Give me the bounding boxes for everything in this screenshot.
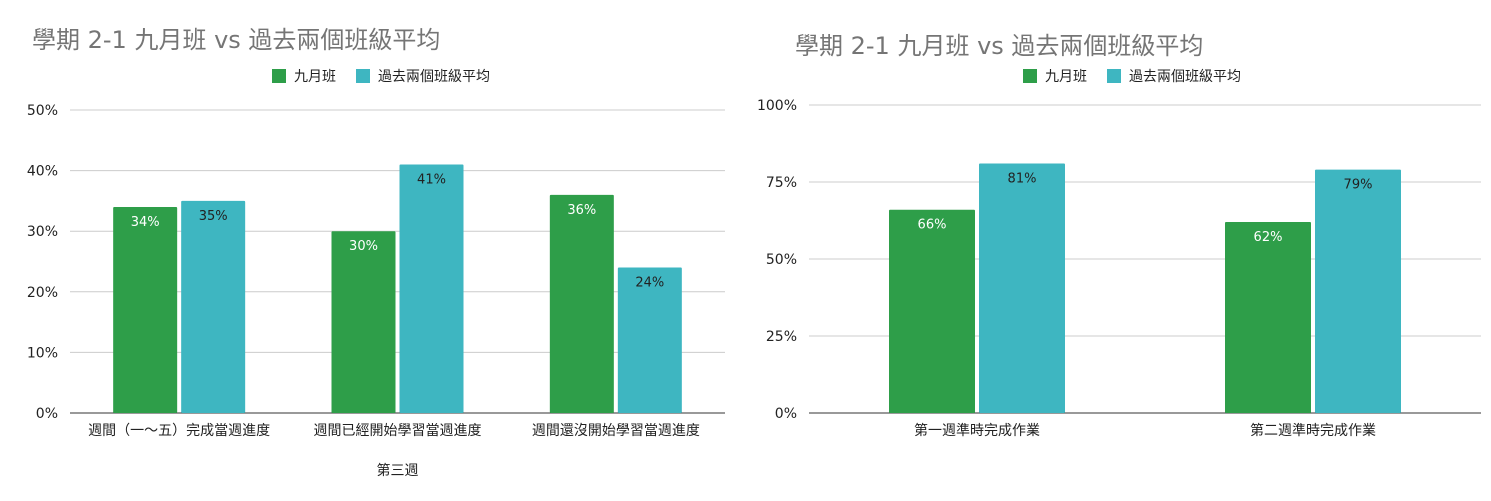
data-label: 34% xyxy=(131,215,160,230)
y-tick-label: 40% xyxy=(27,164,58,180)
y-tick-label: 50% xyxy=(766,252,797,268)
data-label: 30% xyxy=(349,239,378,254)
legend-item-series2: 過去兩個班級平均 xyxy=(356,66,490,86)
data-label: 79% xyxy=(1344,178,1373,193)
chart-legend: 九月班 過去兩個班級平均 xyxy=(272,66,510,86)
chart-legend: 九月班 過去兩個班級平均 xyxy=(1023,66,1261,86)
bar xyxy=(1315,169,1401,413)
bar xyxy=(331,231,396,413)
bar xyxy=(113,206,178,413)
data-label: 41% xyxy=(417,173,446,188)
x-tick-label: 第二週準時完成作業 xyxy=(1250,422,1376,439)
y-tick-label: 0% xyxy=(775,406,797,422)
legend-item-series1: 九月班 xyxy=(272,66,336,86)
bar xyxy=(889,209,975,413)
x-tick-label: 週間還沒開始學習當週進度 xyxy=(532,422,700,439)
legend-item-series2: 過去兩個班級平均 xyxy=(1107,66,1241,86)
legend-label: 過去兩個班級平均 xyxy=(1129,69,1241,85)
bar xyxy=(617,267,682,413)
x-tick-label: 週間已經開始學習當週進度 xyxy=(314,423,482,439)
legend-swatch xyxy=(272,69,286,83)
legend-label: 九月班 xyxy=(294,69,336,85)
bar-chart-right: 0% 25% 50% 75% 100% 66% 81% 第一週準時完成作業 62% 79% 第二週準… xyxy=(757,98,1481,439)
data-label: 62% xyxy=(1254,230,1283,245)
x-tick-label: 週間（一～五）完成當週進度 xyxy=(88,423,270,439)
legend-item-series1: 九月班 xyxy=(1023,66,1087,86)
legend-swatch xyxy=(1023,69,1037,83)
chart-panel-right: 學期 2-1 九月班 vs 過去兩個班級平均 九月班 過去兩個班級平均 0% 25… xyxy=(745,0,1491,501)
bar xyxy=(181,200,246,413)
y-tick-label: 10% xyxy=(27,345,58,361)
y-tick-label: 20% xyxy=(27,285,58,301)
legend-swatch xyxy=(1107,69,1121,83)
chart-panel-left: 學期 2-1 九月班 vs 過去兩個班級平均 九月班 過去兩個班級平均 0% 10… xyxy=(0,0,745,501)
data-label: 66% xyxy=(918,218,947,233)
x-axis-label: 第三週 xyxy=(377,462,419,479)
y-tick-label: 0% xyxy=(36,406,58,422)
data-label: 81% xyxy=(1008,172,1037,187)
legend-label: 九月班 xyxy=(1045,69,1087,85)
y-tick-label: 75% xyxy=(766,175,797,191)
chart-title: 學期 2-1 九月班 vs 過去兩個班級平均 xyxy=(32,26,441,54)
legend-label: 過去兩個班級平均 xyxy=(378,69,490,85)
y-tick-label: 100% xyxy=(757,98,797,114)
bar xyxy=(549,194,614,413)
legend-swatch xyxy=(356,69,370,83)
bar xyxy=(979,163,1065,413)
bar xyxy=(1225,222,1311,413)
data-label: 36% xyxy=(567,203,596,218)
y-tick-label: 25% xyxy=(766,329,797,345)
data-label: 24% xyxy=(635,276,664,291)
x-tick-label: 第一週準時完成作業 xyxy=(914,422,1040,439)
y-tick-label: 30% xyxy=(27,224,58,240)
bar-chart-left: 0% 10% 20% 30% 40% 50% 34% 35% 週間（一～五）完成當週進度 30% 4… xyxy=(27,103,725,479)
bar xyxy=(399,164,464,413)
y-tick-label: 50% xyxy=(27,103,58,119)
data-label: 35% xyxy=(199,209,228,224)
chart-title: 學期 2-1 九月班 vs 過去兩個班級平均 xyxy=(795,32,1204,60)
